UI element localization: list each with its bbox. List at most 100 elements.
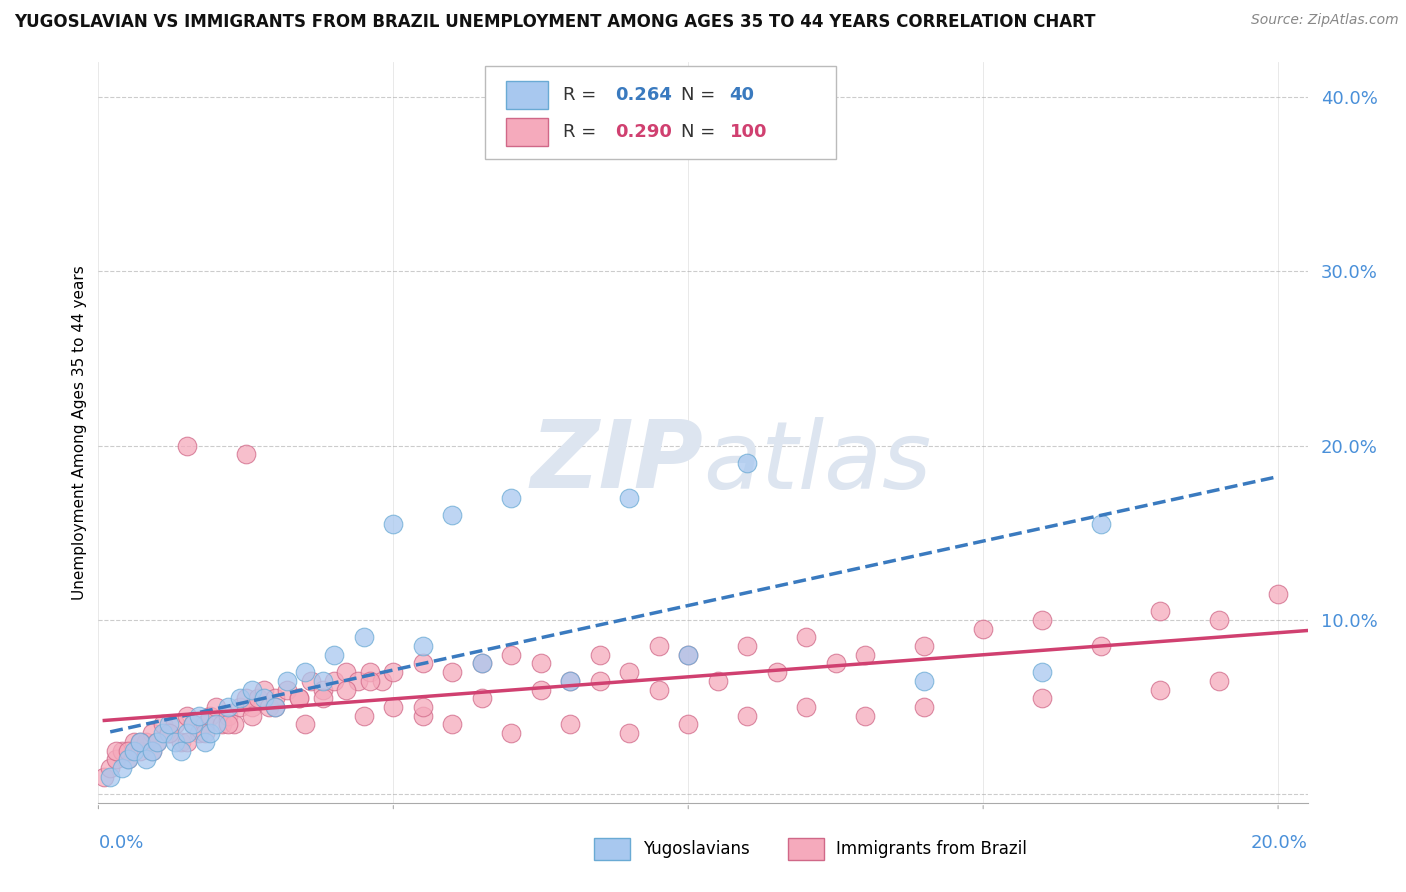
Point xyxy=(765,665,787,680)
Point xyxy=(619,726,641,740)
Point xyxy=(794,700,817,714)
Point xyxy=(252,682,274,697)
Point xyxy=(194,717,217,731)
Point xyxy=(735,708,758,723)
Point xyxy=(194,726,217,740)
Point xyxy=(1267,587,1289,601)
Point xyxy=(824,657,846,671)
Point xyxy=(240,700,263,714)
Point xyxy=(441,665,464,680)
Point xyxy=(412,708,434,723)
Point xyxy=(735,456,758,470)
Point xyxy=(240,682,263,697)
Point xyxy=(181,717,204,731)
Point xyxy=(619,491,641,505)
Point xyxy=(972,622,994,636)
Text: N =: N = xyxy=(682,86,721,104)
Point xyxy=(560,673,582,688)
Point xyxy=(912,639,935,653)
Point xyxy=(246,691,269,706)
Text: Yugoslavians: Yugoslavians xyxy=(643,839,749,858)
Point xyxy=(135,752,157,766)
Point xyxy=(501,491,523,505)
Point xyxy=(135,735,157,749)
Point xyxy=(222,717,245,731)
Point xyxy=(93,770,115,784)
Point xyxy=(382,517,405,532)
Point xyxy=(111,743,134,757)
Point xyxy=(276,673,298,688)
Point xyxy=(288,691,311,706)
Point xyxy=(412,657,434,671)
Point xyxy=(176,726,198,740)
Point xyxy=(370,673,392,688)
Bar xyxy=(506,81,548,109)
Point xyxy=(152,717,174,731)
Point xyxy=(217,717,239,731)
Point xyxy=(200,708,222,723)
Point xyxy=(560,717,582,731)
Point xyxy=(205,717,228,731)
Point xyxy=(311,673,333,688)
Point xyxy=(678,717,700,731)
Text: Immigrants from Brazil: Immigrants from Brazil xyxy=(837,839,1026,858)
Text: atlas: atlas xyxy=(703,417,931,508)
Point xyxy=(501,726,523,740)
Text: 40: 40 xyxy=(730,86,755,104)
Text: ZIP: ZIP xyxy=(530,417,703,508)
Point xyxy=(235,447,257,461)
Point xyxy=(252,691,274,706)
Point xyxy=(335,665,357,680)
Point xyxy=(589,648,612,662)
Point xyxy=(735,639,758,653)
Point xyxy=(105,743,128,757)
Point xyxy=(1149,682,1171,697)
Point xyxy=(194,735,217,749)
Text: 0.290: 0.290 xyxy=(614,123,672,141)
Point xyxy=(157,726,180,740)
Point xyxy=(146,735,169,749)
Point xyxy=(1090,639,1112,653)
Point xyxy=(382,665,405,680)
Point xyxy=(141,726,163,740)
Point xyxy=(471,657,494,671)
Point xyxy=(170,735,193,749)
Bar xyxy=(595,838,630,860)
Point xyxy=(311,691,333,706)
Point xyxy=(294,665,316,680)
Point xyxy=(1031,665,1053,680)
Bar xyxy=(787,838,824,860)
Point xyxy=(217,700,239,714)
Point xyxy=(530,682,553,697)
Point xyxy=(264,700,287,714)
Text: 0.0%: 0.0% xyxy=(98,834,143,852)
Point xyxy=(205,700,228,714)
Point xyxy=(117,752,139,766)
Text: R =: R = xyxy=(562,123,602,141)
Point xyxy=(176,735,198,749)
Point xyxy=(98,770,121,784)
Point xyxy=(382,700,405,714)
Point xyxy=(105,752,128,766)
Point xyxy=(259,700,281,714)
Point xyxy=(678,648,700,662)
Point xyxy=(560,673,582,688)
Point xyxy=(589,673,612,688)
Point xyxy=(412,639,434,653)
Point xyxy=(146,735,169,749)
Point xyxy=(157,726,180,740)
Point xyxy=(359,673,381,688)
Bar xyxy=(506,118,548,146)
Point xyxy=(98,761,121,775)
Text: R =: R = xyxy=(562,86,602,104)
Text: 0.264: 0.264 xyxy=(614,86,672,104)
Point xyxy=(181,717,204,731)
Point xyxy=(176,708,198,723)
Point xyxy=(530,657,553,671)
Point xyxy=(335,682,357,697)
Point xyxy=(1031,691,1053,706)
Point xyxy=(122,743,145,757)
Point xyxy=(323,648,346,662)
Point xyxy=(288,691,311,706)
Text: Source: ZipAtlas.com: Source: ZipAtlas.com xyxy=(1251,13,1399,28)
